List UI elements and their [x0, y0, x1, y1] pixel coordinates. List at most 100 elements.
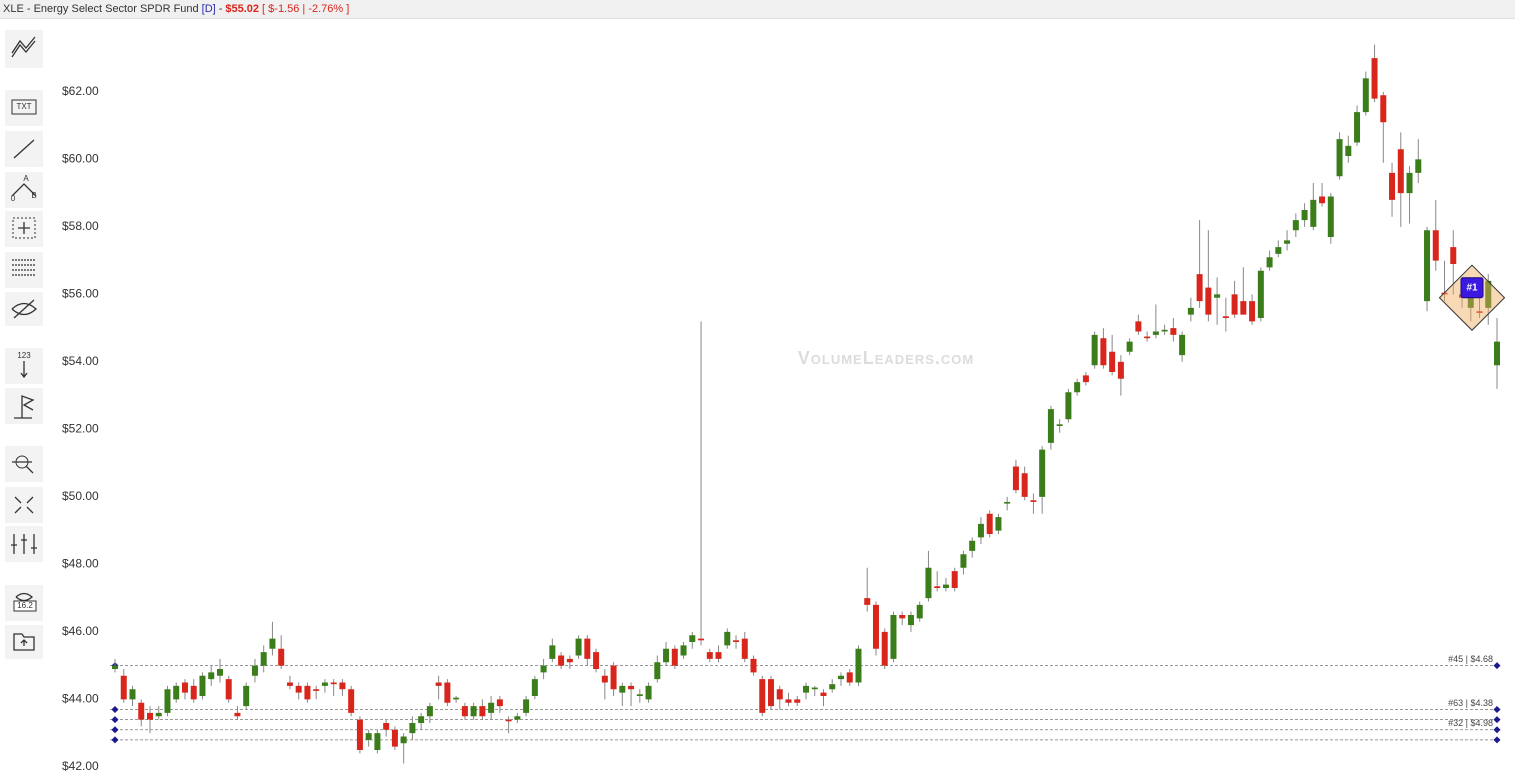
y-tick-label: $52.00 — [62, 422, 99, 436]
candle-body — [724, 631, 731, 646]
toolbar: TXT A 0 B 123 16.2 — [5, 30, 43, 659]
candle-body — [505, 719, 512, 722]
candle-body — [986, 513, 993, 534]
candle-body — [794, 699, 801, 703]
candle-body — [181, 682, 188, 693]
candle-body — [321, 682, 328, 686]
candle-body — [1310, 199, 1317, 227]
y-tick-label: $56.00 — [62, 287, 99, 301]
tool-btn[interactable] — [5, 446, 43, 482]
y-tick-label: $60.00 — [62, 152, 99, 166]
tool-label: TXT — [16, 102, 31, 111]
candle-body — [663, 648, 670, 663]
candle-body — [523, 699, 530, 713]
candle-body — [374, 733, 381, 750]
candle-body — [1249, 301, 1256, 322]
candle-body — [1231, 294, 1238, 315]
candle-body — [155, 712, 162, 717]
sep: - — [218, 3, 223, 15]
candle-body — [208, 672, 215, 680]
candle-body — [243, 685, 250, 707]
candle-body — [199, 675, 206, 696]
candle-body — [1371, 58, 1378, 99]
candle-body — [1345, 145, 1352, 156]
icon — [20, 361, 28, 379]
candle-body — [811, 687, 818, 690]
icon — [12, 259, 36, 276]
candle-body — [960, 554, 967, 568]
tool-btn[interactable] — [5, 90, 43, 126]
candle-body — [190, 685, 197, 700]
candle-body — [1074, 382, 1081, 393]
icon — [13, 600, 37, 612]
candle-body — [1161, 329, 1168, 332]
candle-body — [1030, 500, 1037, 502]
candle-body — [934, 586, 941, 588]
candle-body — [216, 668, 223, 676]
level-label: #32 | $4.98 — [1448, 718, 1493, 728]
candle-body — [1091, 334, 1098, 366]
icon — [11, 36, 36, 58]
level-label: #45 | $4.68 — [1448, 654, 1493, 664]
candle-body — [444, 682, 451, 703]
candle-body — [645, 685, 652, 700]
candle-body — [1485, 280, 1492, 308]
candle-body — [610, 665, 617, 690]
candle-body — [925, 567, 932, 599]
candle-body — [671, 648, 678, 666]
level-diamond — [1493, 716, 1501, 724]
candle-body — [409, 722, 416, 734]
candle-body — [837, 675, 844, 680]
candle-body — [400, 736, 407, 744]
candle-body — [820, 692, 827, 696]
candle-body — [907, 614, 914, 626]
level-diamond — [1493, 662, 1501, 670]
candle-body — [1354, 112, 1361, 143]
candle-body — [584, 638, 591, 659]
tool-label: 0 — [11, 194, 16, 203]
candle-body — [1012, 466, 1019, 491]
candle-body — [514, 716, 521, 720]
candle-body — [391, 729, 398, 747]
candle-body — [1476, 311, 1483, 313]
candle-body — [1266, 257, 1273, 268]
candle-body — [829, 684, 836, 690]
candle-body — [628, 685, 635, 690]
y-tick-label: $50.00 — [62, 489, 99, 503]
icon — [11, 183, 37, 197]
candle-body — [383, 722, 390, 730]
candle-body — [881, 631, 888, 666]
candle-body — [1126, 341, 1133, 352]
candle-body — [120, 675, 127, 700]
candle-body — [942, 584, 949, 588]
y-tick-label: $62.00 — [62, 84, 99, 98]
candle-body — [1135, 321, 1142, 332]
candle-body — [173, 685, 180, 700]
tool-btn[interactable] — [5, 487, 43, 523]
candle-body — [776, 689, 783, 700]
y-tick-label: $54.00 — [62, 354, 99, 368]
candle-body — [1336, 139, 1343, 177]
tool-label: 123 — [17, 351, 31, 360]
candle-body — [1424, 230, 1431, 302]
candle-body — [278, 648, 285, 666]
candle-body — [872, 604, 879, 649]
y-tick-label: $46.00 — [62, 624, 99, 638]
y-tick-label: $58.00 — [62, 219, 99, 233]
tool-btn[interactable] — [5, 172, 43, 208]
candle-body — [164, 689, 171, 713]
candle-body — [1117, 361, 1124, 379]
candle-body — [768, 679, 775, 707]
candle-body — [689, 635, 696, 642]
marker-label: #1 — [1466, 282, 1478, 293]
icon — [13, 633, 35, 651]
level-label: #63 | $4.38 — [1448, 698, 1493, 708]
candle-body — [1415, 159, 1422, 173]
candle-body — [470, 706, 477, 717]
candle-body — [549, 645, 556, 659]
candle-body — [750, 658, 757, 673]
candle-body — [1450, 247, 1457, 264]
candle-body — [1362, 78, 1369, 113]
candle-body — [899, 614, 906, 619]
